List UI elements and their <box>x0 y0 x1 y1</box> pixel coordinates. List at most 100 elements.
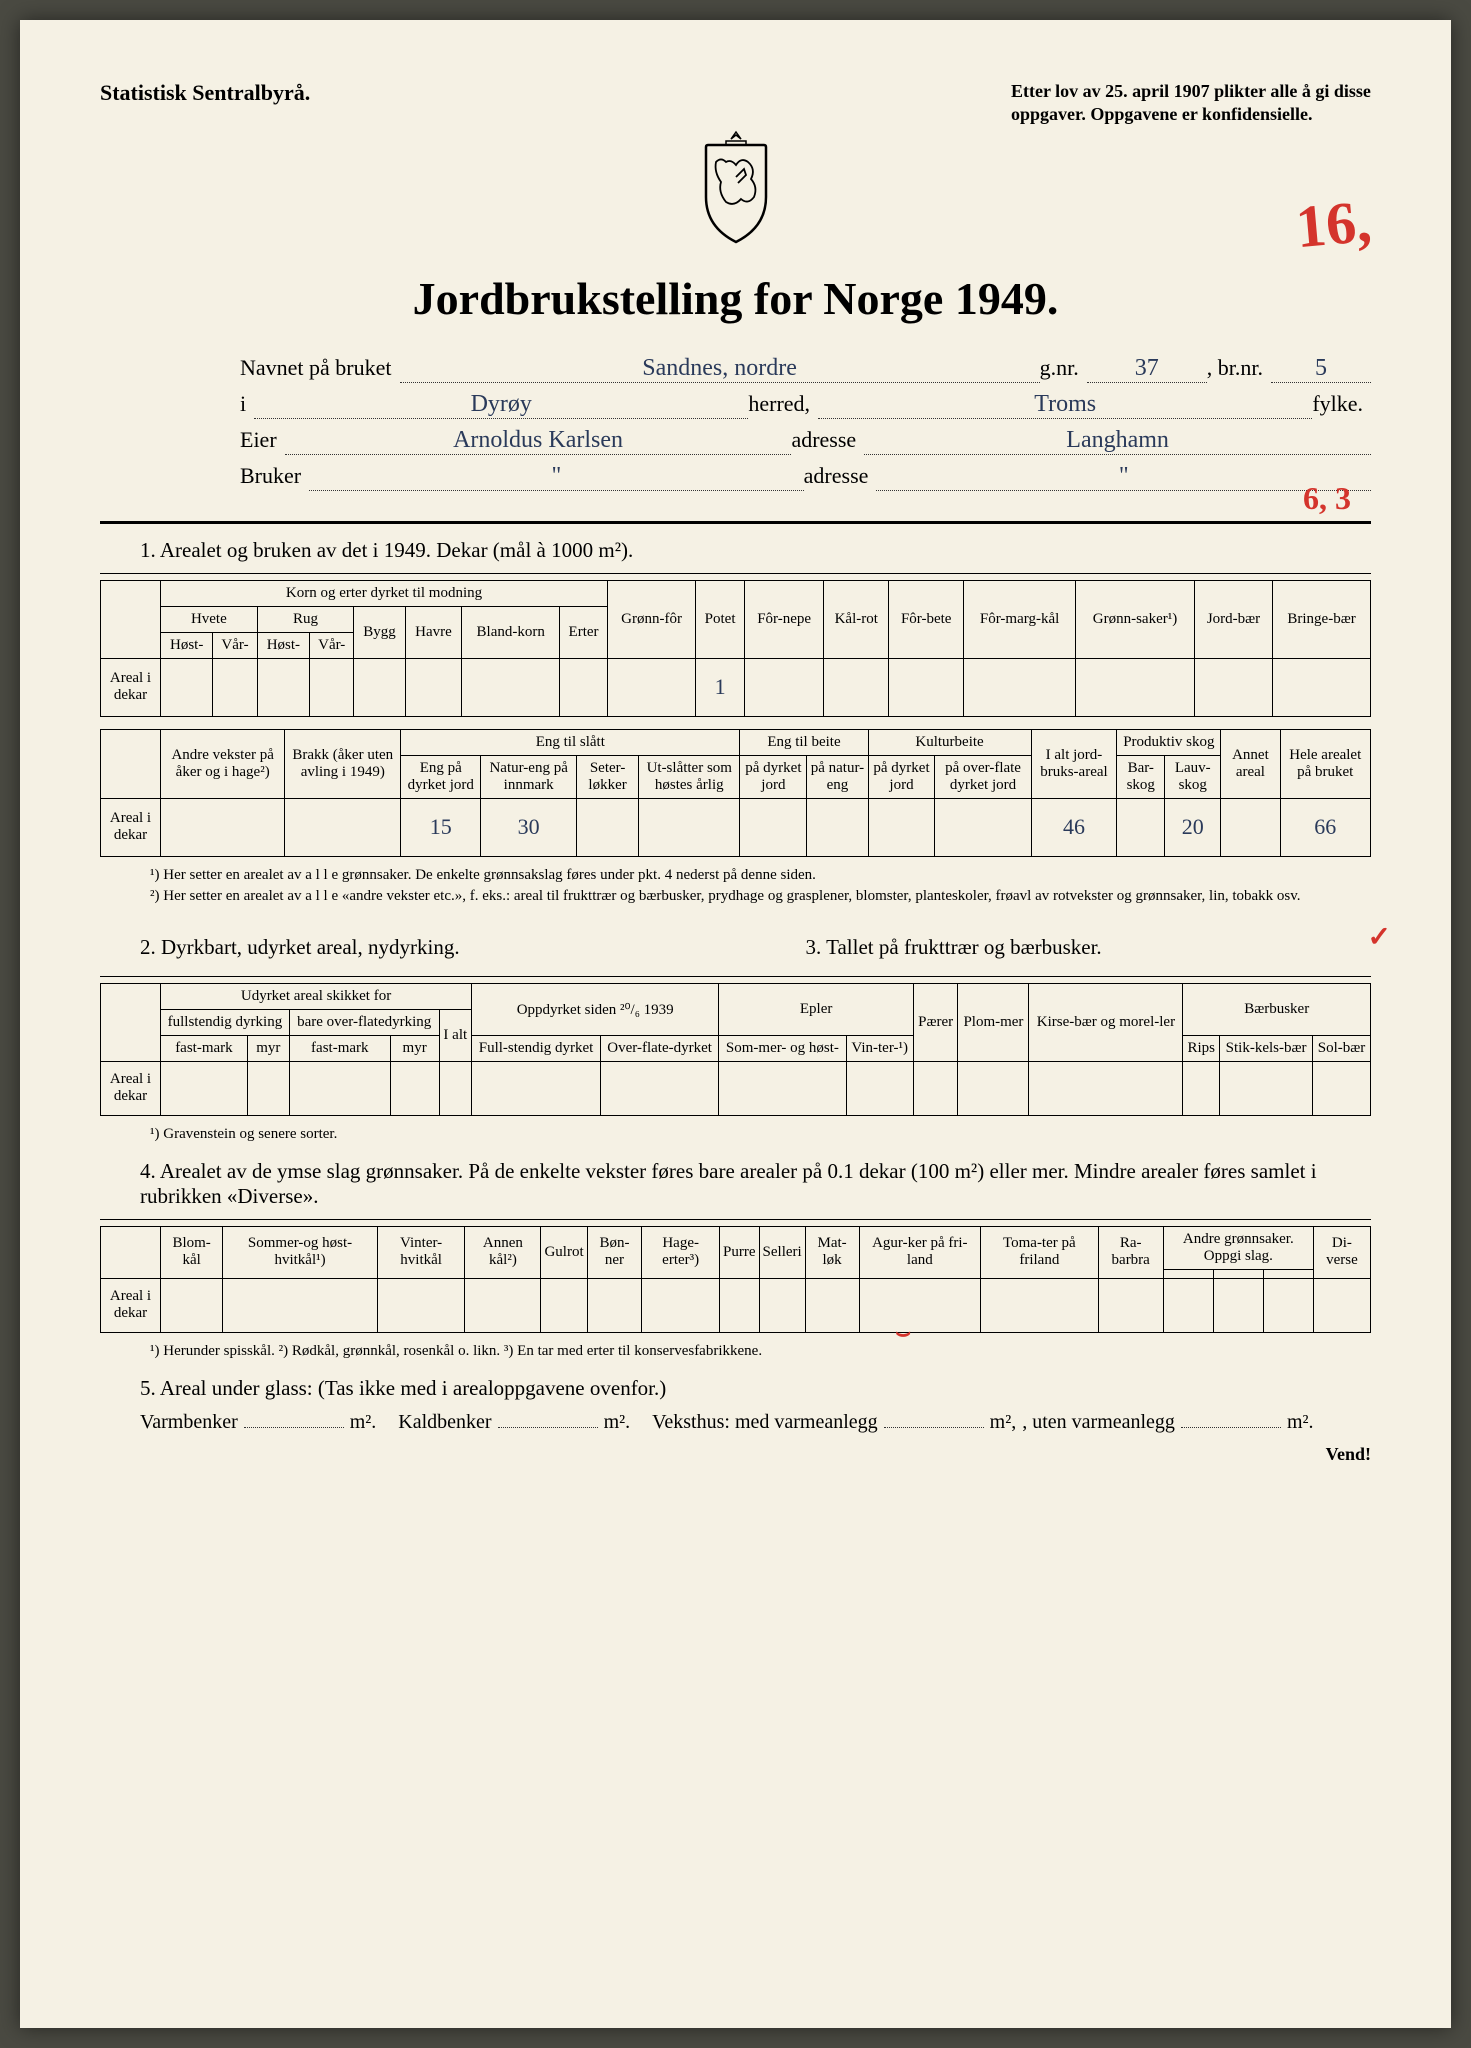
th-eng-slatt: Eng til slått <box>401 729 740 755</box>
th-hvete-host: Høst- <box>161 632 213 658</box>
th-prod-skog: Produktiv skog <box>1117 729 1221 755</box>
label-uten-varme: , uten varmeanlegg <box>1022 1411 1175 1434</box>
label-adresse1: adresse <box>791 427 856 453</box>
val-natureng: 30 <box>481 798 577 856</box>
th-beite-natureng: på natur-eng <box>807 755 868 798</box>
th-eng-dyrket: Eng på dyrket jord <box>401 755 481 798</box>
th-hageerter: Hage-erter³) <box>642 1226 720 1278</box>
th-andre-gronn: Andre grønnsaker. Oppgi slag. <box>1163 1226 1313 1269</box>
th-matlok: Mat-løk <box>805 1226 859 1278</box>
th-fullst-dyrket: Full-stendig dyrket <box>472 1035 601 1061</box>
th-sommer-hvitkal: Sommer-og høst-hvitkål¹) <box>223 1226 378 1278</box>
field-brnr: 5 <box>1271 355 1371 383</box>
th-paerer: Pærer <box>913 983 958 1061</box>
th-agurker: Agur-ker på fri-land <box>859 1226 981 1278</box>
unit-m2-4: m². <box>1287 1411 1314 1434</box>
th-fastmark2: fast-mark <box>289 1035 390 1061</box>
label-fylke: fylke. <box>1312 391 1363 417</box>
th-sommer-host: Som-mer- og høst- <box>719 1035 846 1061</box>
th-annenkal: Annen kål²) <box>465 1226 541 1278</box>
red-annotation-check: ✓ <box>1368 920 1391 954</box>
section4-heading: 4. Arealet av de ymse slag grønnsaker. P… <box>140 1159 1371 1209</box>
section4-footnote: ¹) Herunder spisskål. ²) Rødkål, grønnkå… <box>150 1341 1371 1362</box>
glass-fields: Varmbenker m². Kaldbenker m². Veksthus: … <box>140 1411 1371 1434</box>
th-gronnfor: Grønn-fôr <box>608 580 696 658</box>
th-solbaer: Sol-bær <box>1313 1035 1371 1061</box>
th-kultur-overflate: på over-flate dyrket jord <box>935 755 1031 798</box>
th-natureng: Natur-eng på innmark <box>481 755 577 798</box>
table1-korn: Korn og erter dyrket til modning Grønn-f… <box>100 580 1371 717</box>
unit-m2-3: m², <box>990 1411 1017 1434</box>
field-herred: Dyrøy <box>254 391 748 419</box>
label-eier: Eier <box>240 427 277 453</box>
label-brnr: , br.nr. <box>1207 355 1263 381</box>
th-rabarbra: Ra-barbra <box>1098 1226 1163 1278</box>
th-andre-vekster: Andre vekster på åker og i hage²) <box>161 729 285 798</box>
th-bygg: Bygg <box>354 606 405 658</box>
th-korn-group: Korn og erter dyrket til modning <box>161 580 608 606</box>
th-bare-overfl: bare over-flatedyrking <box>289 1009 439 1035</box>
field-eier-adresse: Langhamn <box>864 427 1371 455</box>
legal-notice: Etter lov av 25. april 1907 plikter alle… <box>1011 80 1371 127</box>
label-navnet: Navnet på bruket <box>240 355 392 381</box>
farm-fields: Navnet på bruket Sandnes, nordre g.nr. 3… <box>240 355 1371 491</box>
coat-of-arms <box>100 127 1371 252</box>
th-udyrket: Udyrket areal skikket for <box>161 983 472 1009</box>
val-hele: 66 <box>1280 798 1371 856</box>
val-ialt: 46 <box>1031 798 1117 856</box>
th-fastmark1: fast-mark <box>161 1035 248 1061</box>
val-eng-dyrket: 15 <box>401 798 481 856</box>
th-bringebaer: Bringe-bær <box>1273 580 1371 658</box>
label-herred: herred, <box>748 391 810 417</box>
document-title: Jordbrukstelling for Norge 1949. <box>100 272 1371 325</box>
section3-heading: 3. Tallet på frukttrær og bærbusker. <box>806 935 1372 960</box>
document-page: Statistisk Sentralbyrå. Etter lov av 25.… <box>20 20 1451 2028</box>
field-bruker: " <box>309 463 804 491</box>
th-potet: Potet <box>696 580 745 658</box>
th-hele-arealet: Hele arealet på bruket <box>1280 729 1371 798</box>
th-erter: Erter <box>560 606 608 658</box>
th-bonner: Bøn-ner <box>587 1226 642 1278</box>
section2-heading: 2. Dyrkbart, udyrket areal, nydyrking. <box>140 935 706 960</box>
th-vinterhvitkal: Vinter-hvitkål <box>377 1226 465 1278</box>
th-beite-dyrket: på dyrket jord <box>740 755 807 798</box>
th-blandkorn: Bland-korn <box>462 606 560 658</box>
field-gnr: 37 <box>1087 355 1207 383</box>
section5-heading: 5. Areal under glass: (Tas ikke med i ar… <box>140 1376 1371 1401</box>
th-ialt23: I alt <box>439 1009 472 1061</box>
th-rips: Rips <box>1183 1035 1220 1061</box>
label-veksthus: Veksthus: med varmeanlegg <box>652 1411 878 1434</box>
th-diverse: Di-verse <box>1313 1226 1370 1278</box>
table2-eng: Andre vekster på åker og i hage²) Brakk … <box>100 729 1371 857</box>
footnote2: ²) Her setter en arealet av a l l e «and… <box>150 886 1371 907</box>
field-bruker-adresse: " <box>876 463 1371 491</box>
th-fullstendig: fullstendig dyrking <box>161 1009 290 1035</box>
th-lauvskog: Lauv-skog <box>1165 755 1221 798</box>
unit-m2-2: m². <box>604 1411 631 1434</box>
label-i: i <box>240 391 246 417</box>
th-purre: Purre <box>720 1226 760 1278</box>
section23-footnote: ¹) Gravenstein og senere sorter. <box>150 1124 1371 1145</box>
footnote1: ¹) Her setter en arealet av a l l e grøn… <box>150 865 1371 886</box>
th-epler: Epler <box>719 983 914 1035</box>
th-blomkal: Blom-kål <box>161 1226 223 1278</box>
th-fornepe: Fôr-nepe <box>745 580 824 658</box>
label-varmbenker: Varmbenker <box>140 1411 238 1434</box>
label-kaldbenker: Kaldbenker <box>398 1411 491 1434</box>
th-brakk: Brakk (åker uten avling i 1949) <box>285 729 401 798</box>
field-navnet: Sandnes, nordre <box>400 355 1040 383</box>
th-kirsebaer: Kirse-bær og morel-ler <box>1029 983 1183 1061</box>
label-bruker: Bruker <box>240 463 301 489</box>
th-havre: Havre <box>405 606 462 658</box>
header: Statistisk Sentralbyrå. Etter lov av 25.… <box>100 80 1371 127</box>
row1-label: Areal i dekar <box>101 658 161 716</box>
th-plommer: Plom-mer <box>958 983 1029 1061</box>
val-potet: 1 <box>696 658 745 716</box>
th-eng-beite: Eng til beite <box>740 729 868 755</box>
field-eier: Arnoldus Karlsen <box>285 427 792 455</box>
th-gulrot: Gulrot <box>541 1226 587 1278</box>
th-kultur-dyrket: på dyrket jord <box>868 755 935 798</box>
th-seterlokker: Seter-løkker <box>577 755 639 798</box>
th-myr1: myr <box>247 1035 289 1061</box>
table3-dyrkbart: Udyrket areal skikket for Oppdyrket side… <box>100 983 1371 1116</box>
